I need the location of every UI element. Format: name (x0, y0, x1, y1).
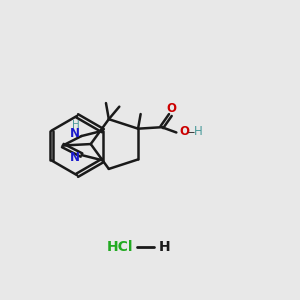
Text: O: O (180, 125, 190, 138)
Text: O: O (166, 102, 176, 115)
Text: H: H (194, 125, 202, 138)
Text: N: N (70, 151, 80, 164)
Text: HCl: HCl (107, 240, 134, 254)
Text: H: H (159, 240, 171, 254)
Text: H: H (72, 120, 80, 130)
Text: N: N (70, 127, 80, 140)
Text: ‒: ‒ (188, 127, 195, 137)
